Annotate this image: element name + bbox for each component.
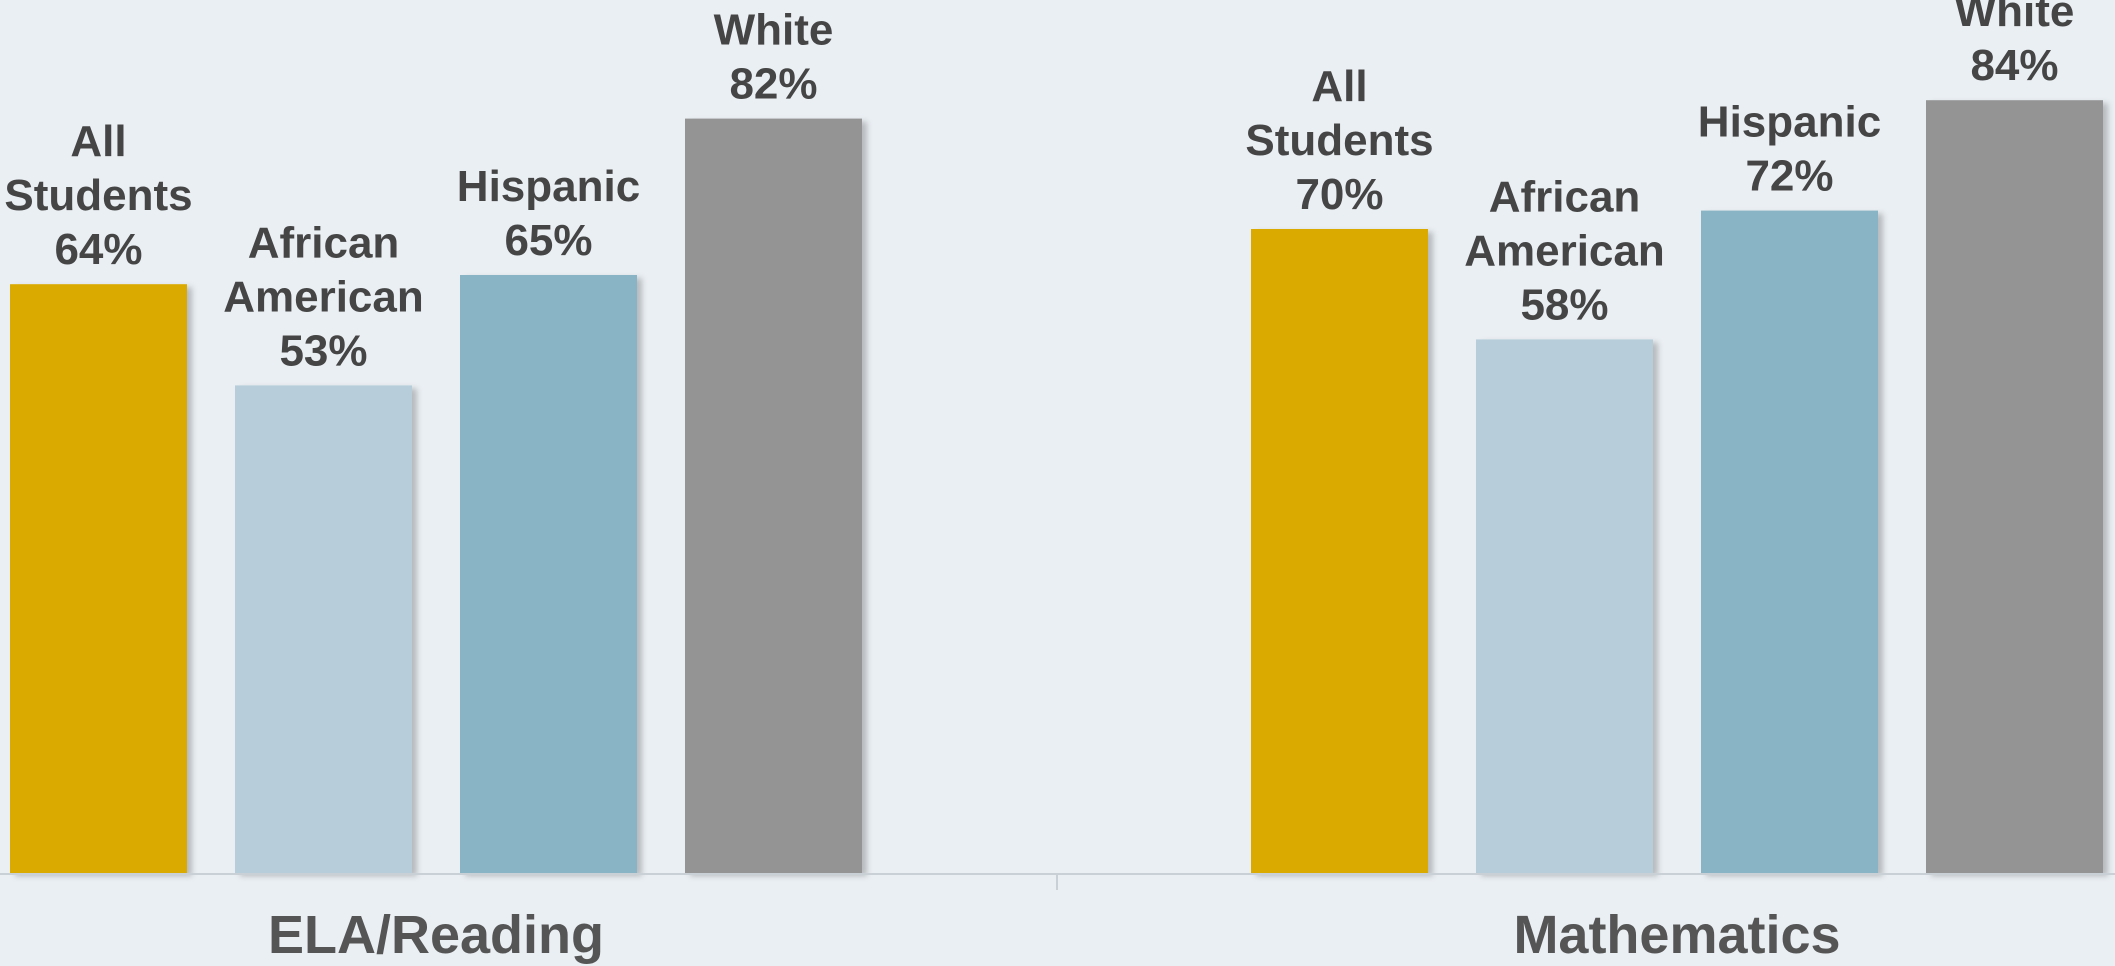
category-label-mathematics: Mathematics: [1513, 905, 1840, 965]
series-label-mathematics-white: White: [1955, 0, 2075, 36]
series-label-ela-reading-white: White: [714, 6, 834, 55]
bar-mathematics-all-students: [1251, 229, 1428, 873]
category-label-ela-reading: ELA/Reading: [268, 905, 604, 965]
series-label-mathematics-african-american: American: [1464, 226, 1665, 275]
labels-layer: All Students 64% African American 53% Hispanic…: [4, 0, 2074, 965]
series-label-mathematics-all-students: Students: [1245, 116, 1433, 165]
series-label-ela-reading-all-students: Students: [4, 171, 192, 220]
axis-layer: [0, 873, 2115, 890]
data-label-mathematics-white: 84%: [1970, 41, 2058, 90]
series-label-ela-reading-all-students: All: [70, 117, 126, 166]
bar-ela-reading-african-american: [235, 385, 412, 873]
data-label-ela-reading-all-students: 64%: [54, 225, 142, 274]
data-label-mathematics-african-american: 58%: [1520, 280, 1608, 329]
bar-ela-reading-all-students: [10, 284, 187, 873]
data-label-mathematics-hispanic: 72%: [1745, 152, 1833, 201]
bar-ela-reading-hispanic: [460, 275, 637, 873]
series-label-ela-reading-hispanic: Hispanic: [457, 162, 640, 211]
series-label-ela-reading-african-american: African: [248, 218, 400, 267]
series-label-ela-reading-african-american: American: [223, 272, 424, 321]
bar-mathematics-white: [1926, 100, 2103, 873]
bar-mathematics-hispanic: [1701, 210, 1878, 874]
data-label-ela-reading-hispanic: 65%: [504, 216, 592, 265]
series-label-mathematics-hispanic: Hispanic: [1698, 98, 1881, 147]
bars-layer: [10, 100, 2103, 874]
series-label-mathematics-all-students: All: [1311, 62, 1367, 111]
series-label-mathematics-african-american: African: [1489, 172, 1641, 221]
data-label-mathematics-all-students: 70%: [1295, 170, 1383, 219]
data-label-ela-reading-african-american: 53%: [279, 326, 367, 375]
bar-mathematics-african-american: [1476, 339, 1653, 873]
bar-ela-reading-white: [685, 118, 862, 874]
data-label-ela-reading-white: 82%: [729, 60, 817, 109]
